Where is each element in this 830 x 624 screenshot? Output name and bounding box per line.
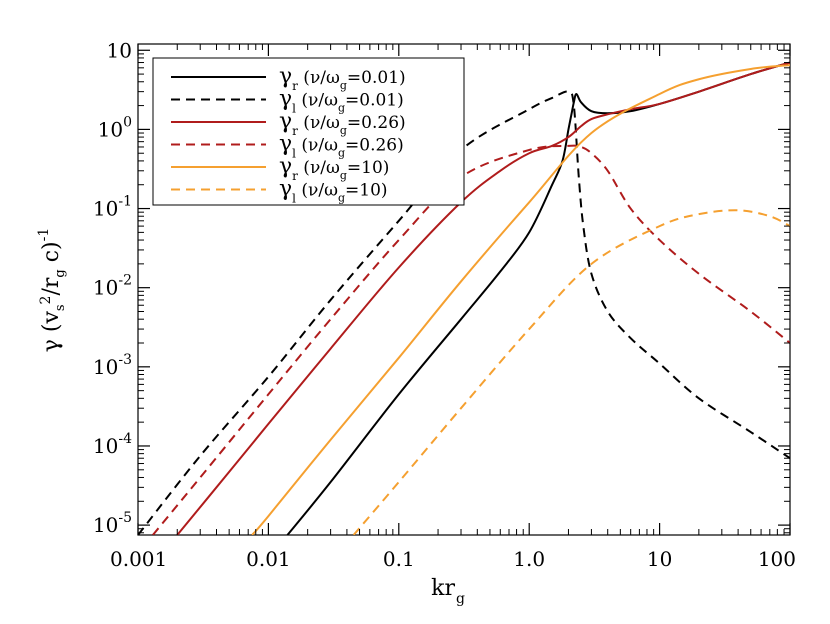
series-line-5 (352, 209, 790, 535)
series-line-3 (152, 144, 790, 535)
x-tick-label: 10 (647, 547, 672, 571)
x-tick-label: 0.1 (383, 547, 415, 571)
y-axis-label: γ (vs2/rg c)-1 (36, 228, 68, 353)
y-tick-label: 10-5 (93, 510, 132, 537)
x-tick-label: 100 (758, 547, 796, 571)
y-tick-label: 10 (107, 38, 132, 62)
y-tick-label: 10-4 (93, 431, 132, 458)
legend-entry-label: γr (ν/ωg=0.26) (279, 109, 406, 138)
ticks-layer: 0.001 0.01 0.1 1.0 10 100 10-5 10-4 10-3 10-2 10-1… (93, 38, 796, 571)
series-line-2 (176, 61, 790, 535)
y-axis-label-text: γ (vs2/rg c)-1 (36, 228, 68, 353)
series-layer (138, 61, 790, 535)
legend: γr (ν/ωg=0.01)γl (ν/ωg=0.01)γr (ν/ωg=0.2… (152, 57, 465, 206)
y-tick-label: 10-3 (93, 352, 132, 379)
x-axis-label-sub: g (456, 591, 465, 607)
y-tick-label: 10-2 (93, 273, 132, 300)
legend-box (152, 57, 465, 206)
x-tick-label: 0.001 (110, 547, 167, 571)
legend-entry-label: γr (ν/ωg=0.01) (279, 64, 406, 93)
legend-entry-label: γr (ν/ωg=10) (279, 154, 389, 183)
legend-entry-label: γl (ν/ωg=0.26) (279, 132, 404, 161)
x-axis-label: kr g (431, 576, 465, 607)
y-tick-label: 10-1 (93, 194, 132, 221)
x-axis-label-main: kr (431, 576, 455, 601)
series-line-4 (251, 64, 790, 535)
x-tick-label: 0.01 (246, 547, 291, 571)
series-line-1 (138, 90, 790, 535)
legend-entry-label: γl (ν/ωg=0.01) (279, 87, 404, 116)
legend-entry-label: γl (ν/ωg=10) (279, 177, 388, 206)
y-tick-label: 100 (98, 114, 132, 141)
plot-frame (137, 43, 791, 536)
x-tick-label: 1.0 (513, 547, 545, 571)
